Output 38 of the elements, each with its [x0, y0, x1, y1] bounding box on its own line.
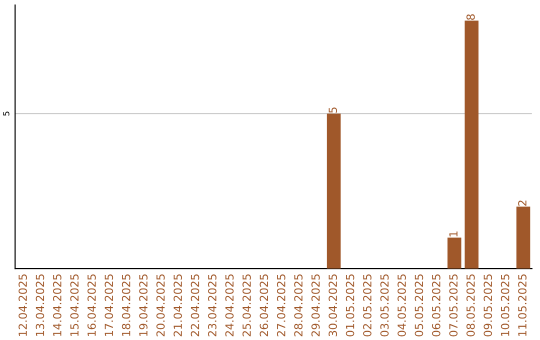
x-tick-label: 23.04.2025: [208, 274, 216, 336]
x-tick-label: 15.04.2025: [70, 274, 79, 336]
x-tick-label: 02.05.2025: [363, 274, 372, 336]
x-tick-label: 11.05.2025: [518, 274, 527, 336]
data-label: 2: [518, 200, 526, 206]
x-tick-label: 28.04.2025: [294, 274, 303, 336]
x-tick-label: 03.05.2025: [380, 274, 389, 336]
x-tick-label: 05.05.2025: [414, 274, 424, 336]
x-tick-label: 17.04.2025: [104, 274, 114, 336]
bar: [447, 238, 462, 269]
x-tick-label: 01.05.2025: [346, 274, 354, 336]
x-tick-label: 08.05.2025: [466, 274, 475, 336]
x-tick-label: 20.04.2025: [156, 274, 165, 336]
x-tick-label: 24.04.2025: [225, 274, 234, 336]
data-label: 5: [328, 108, 338, 113]
x-tick-label: 09.05.2025: [484, 274, 492, 336]
x-tick-label: 12.04.2025: [18, 274, 27, 336]
x-tick-label: 30.04.2025: [328, 274, 338, 336]
x-tick-label: 26.04.2025: [260, 274, 268, 336]
data-label: 1: [449, 232, 458, 236]
x-tick-label: 29.04.2025: [311, 274, 320, 336]
bar: [326, 114, 341, 269]
x-tick-label: 04.05.2025: [398, 274, 406, 336]
data-label: 8: [466, 14, 475, 20]
x-tick-label: 22.04.2025: [190, 274, 200, 336]
x-tick-label: 25.04.2025: [242, 274, 251, 336]
x-tick-label: 16.04.2025: [87, 274, 96, 336]
bar: [464, 20, 478, 269]
x-tick-label: 19.04.2025: [139, 274, 148, 336]
x-tick-label: 13.04.2025: [36, 274, 44, 336]
bar: [516, 206, 530, 269]
x-tick-label: 21.04.2025: [174, 274, 182, 336]
x-tick-label: 06.05.2025: [432, 274, 440, 336]
x-tick-label: 07.05.2025: [449, 274, 458, 336]
x-tick-label: 10.05.2025: [500, 274, 510, 336]
x-tick-label: 27.04.2025: [276, 274, 286, 336]
x-tick-label: 18.04.2025: [122, 274, 130, 336]
x-tick-label: 14.04.2025: [53, 274, 62, 336]
